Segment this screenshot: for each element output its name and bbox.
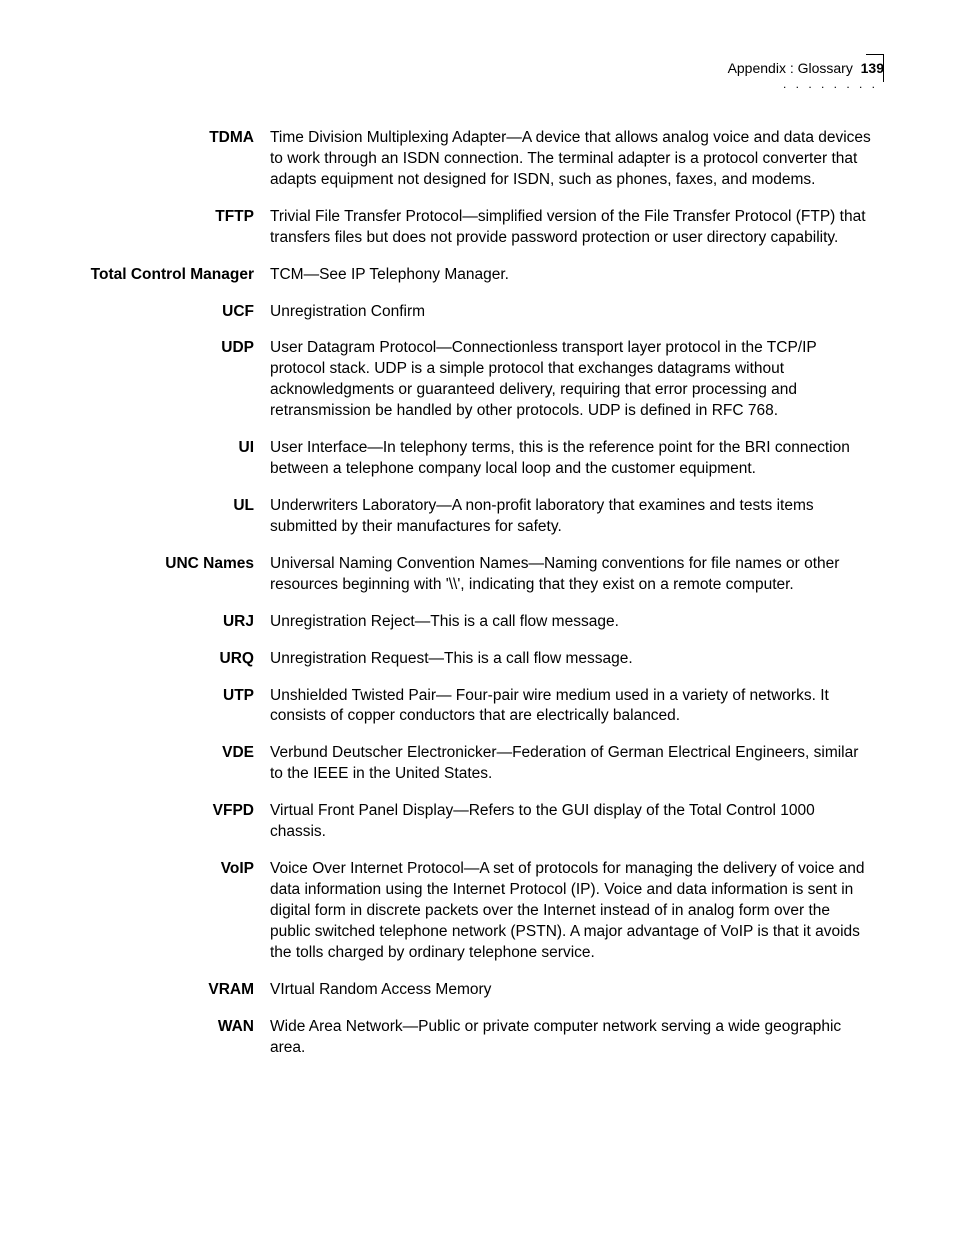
glossary-entry: URJ Unregistration Reject—This is a call… (70, 612, 884, 633)
glossary-entry: VRAM VIrtual Random Access Memory (70, 980, 884, 1001)
glossary-entry: WAN Wide Area Network—Public or private … (70, 1017, 884, 1059)
glossary-term: VRAM (70, 980, 270, 1001)
glossary-entry: UI User Interface—In telephony terms, th… (70, 438, 884, 480)
glossary-term: UI (70, 438, 270, 459)
glossary-entry: UL Underwriters Laboratory—A non-profit … (70, 496, 884, 538)
section-label: Appendix : Glossary (728, 60, 853, 76)
glossary-definition: VIrtual Random Access Memory (270, 980, 884, 1001)
glossary-term: VFPD (70, 801, 270, 822)
glossary-entry: UDP User Datagram Protocol—Connectionles… (70, 338, 884, 422)
glossary-entry: VDE Verbund Deutscher Electronicker—Fede… (70, 743, 884, 785)
glossary-entry: TDMA Time Division Multiplexing Adapter—… (70, 128, 884, 191)
page-header: Appendix : Glossary 139 (70, 60, 884, 76)
glossary-definition: Unregistration Request—This is a call fl… (270, 649, 884, 670)
glossary-definition: Wide Area Network—Public or private comp… (270, 1017, 884, 1059)
glossary-definition: User Datagram Protocol—Connectionless tr… (270, 338, 884, 422)
glossary-term: Total Control Manager (70, 265, 270, 286)
glossary-definition: Unregistration Confirm (270, 302, 884, 323)
glossary-entry: TFTP Trivial File Transfer Protocol—simp… (70, 207, 884, 249)
glossary-definition: Unregistration Reject—This is a call flo… (270, 612, 884, 633)
glossary-definition: Voice Over Internet Protocol—A set of pr… (270, 859, 884, 964)
glossary-term: WAN (70, 1017, 270, 1038)
glossary-definition: Unshielded Twisted Pair— Four-pair wire … (270, 686, 884, 728)
page-corner-border (866, 54, 884, 82)
glossary-definition: Universal Naming Convention Names—Naming… (270, 554, 884, 596)
glossary-term: UTP (70, 686, 270, 707)
glossary-definition: Virtual Front Panel Display—Refers to th… (270, 801, 884, 843)
glossary-entry: URQ Unregistration Request—This is a cal… (70, 649, 884, 670)
glossary-entry: UCF Unregistration Confirm (70, 302, 884, 323)
glossary-definition: Underwriters Laboratory—A non-profit lab… (270, 496, 884, 538)
glossary-term: TDMA (70, 128, 270, 149)
glossary-term: UDP (70, 338, 270, 359)
glossary-list: TDMA Time Division Multiplexing Adapter—… (70, 128, 884, 1058)
glossary-entry: VFPD Virtual Front Panel Display—Refers … (70, 801, 884, 843)
glossary-entry: Total Control Manager TCM—See IP Telepho… (70, 265, 884, 286)
glossary-definition: Verbund Deutscher Electronicker—Federati… (270, 743, 884, 785)
glossary-term: UNC Names (70, 554, 270, 575)
glossary-definition: TCM—See IP Telephony Manager. (270, 265, 884, 286)
glossary-definition: Trivial File Transfer Protocol—simplifie… (270, 207, 884, 249)
glossary-term: TFTP (70, 207, 270, 228)
glossary-definition: User Interface—In telephony terms, this … (270, 438, 884, 480)
glossary-term: UCF (70, 302, 270, 323)
glossary-definition: Time Division Multiplexing Adapter—A dev… (270, 128, 884, 191)
glossary-term: VDE (70, 743, 270, 764)
glossary-term: UL (70, 496, 270, 517)
header-dots: . . . . . . . . (70, 80, 884, 88)
glossary-term: URJ (70, 612, 270, 633)
glossary-term: URQ (70, 649, 270, 670)
glossary-entry: UTP Unshielded Twisted Pair— Four-pair w… (70, 686, 884, 728)
glossary-entry: VoIP Voice Over Internet Protocol—A set … (70, 859, 884, 964)
glossary-term: VoIP (70, 859, 270, 880)
glossary-entry: UNC Names Universal Naming Convention Na… (70, 554, 884, 596)
